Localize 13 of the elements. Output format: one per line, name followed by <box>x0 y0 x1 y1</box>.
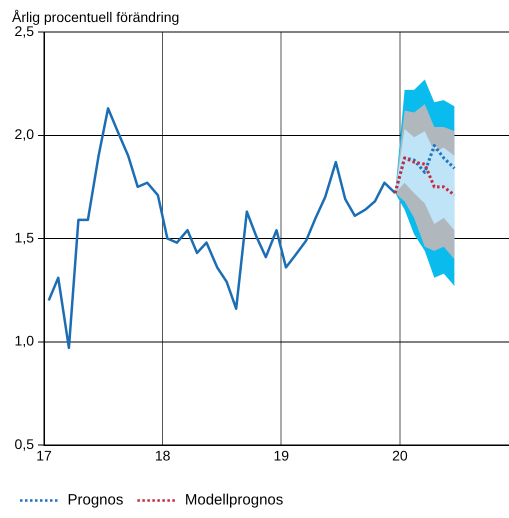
y-tick-label: 2,0 <box>14 126 34 142</box>
x-tick-label: 19 <box>273 447 290 464</box>
legend-label: Prognos <box>68 492 124 509</box>
y-tick-label: 1,0 <box>14 332 34 349</box>
x-tick-label: 20 <box>392 447 408 464</box>
y-tick-label: 0,5 <box>14 436 34 452</box>
x-tick-label: 17 <box>36 447 52 464</box>
legend-label: Modellprognos <box>184 492 284 509</box>
line-series <box>394 156 456 197</box>
x-tick-label: 18 <box>154 447 171 464</box>
y-tick-label: 1,5 <box>14 229 34 246</box>
y-tick-label: 2,5 <box>14 22 34 39</box>
chart-subtitle: Årlig procentuell förändring <box>12 9 180 25</box>
